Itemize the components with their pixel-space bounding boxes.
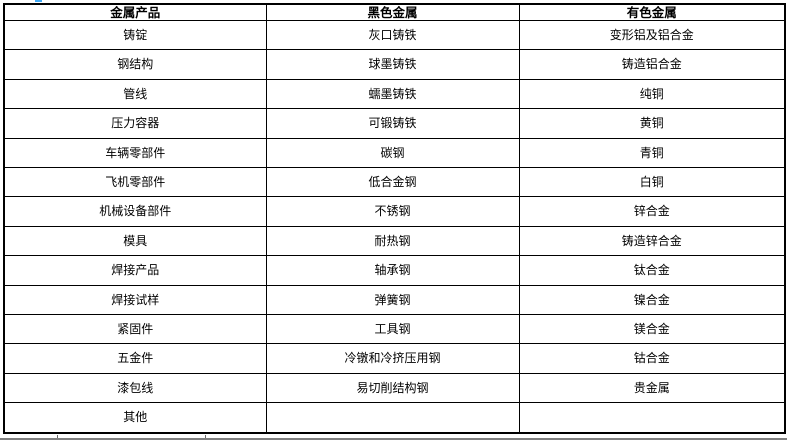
partial-next-table-border [0,438,787,440]
header-cell-nonferrous-metals: 有色金属 [518,3,786,21]
table-cell: 铸造锌合金 [518,225,786,257]
table-cell [265,402,520,434]
table-row: 其他 [3,402,786,434]
table-row: 钢结构 球墨铸铁 铸造铝合金 [3,49,786,80]
table-cell: 焊接试样 [3,284,267,315]
table-cell: 冷镦和冷挤压用钢 [265,343,520,374]
table-cell: 蠕墨铸铁 [265,78,520,110]
table-row: 机械设备部件 不锈钢 锌合金 [3,196,786,227]
table-row: 焊接试样 弹簧钢 镍合金 [3,284,786,315]
header-cell-ferrous-metals: 黑色金属 [265,3,520,21]
table-cell: 低合金钢 [265,166,520,198]
table-cell: 可锻铸铁 [265,108,520,139]
table-row: 飞机零部件 低合金钢 白铜 [3,166,786,198]
header-cell-metal-products: 金属产品 [3,3,267,21]
table-row: 车辆零部件 碳钢 青铜 [3,137,786,168]
table-cell: 纯铜 [518,78,786,110]
table-row: 焊接产品 轴承钢 钛合金 [3,255,786,286]
table-cell: 黄铜 [518,108,786,139]
table-cell: 机械设备部件 [3,196,267,227]
table-cell: 模具 [3,225,267,257]
table-row: 管线 蠕墨铸铁 纯铜 [3,78,786,110]
table-cell: 焊接产品 [3,255,267,286]
table-body: 铸锭 灰口铸铁 变形铝及铝合金 钢结构 球墨铸铁 铸造铝合金 管线 蠕墨铸铁 纯铜 压力容器 可锻铸… [3,19,786,434]
table-cell: 耐热钢 [265,225,520,257]
header-row: 金属产品 黑色金属 有色金属 [3,3,786,21]
table-cell: 其他 [3,402,267,434]
table-cell: 钛合金 [518,255,786,286]
table-cell: 钢结构 [3,49,267,80]
metal-products-table: 金属产品 黑色金属 有色金属 铸锭 灰口铸铁 变形铝及铝合金 钢结构 球墨铸铁 铸造铝合金… [3,3,786,434]
table-cell: 镁合金 [518,313,786,345]
table-cell: 轴承钢 [265,255,520,286]
table-cell: 铸锭 [3,19,267,51]
table-cell: 车辆零部件 [3,137,267,168]
table-cell: 不锈钢 [265,196,520,227]
table-cell: 易切削结构钢 [265,372,520,404]
table-cell: 贵金属 [518,372,786,404]
table-row: 模具 耐热钢 铸造锌合金 [3,225,786,257]
table-cell: 钴合金 [518,343,786,374]
table-row: 铸锭 灰口铸铁 变形铝及铝合金 [3,19,786,51]
table-cell: 青铜 [518,137,786,168]
table-cell [518,402,786,434]
table-cell: 飞机零部件 [3,166,267,198]
table-cell: 球墨铸铁 [265,49,520,80]
table-cell: 镍合金 [518,284,786,315]
table-cell: 紧固件 [3,313,267,345]
table-cell: 锌合金 [518,196,786,227]
partial-next-table-divider [57,435,58,438]
table-header: 金属产品 黑色金属 有色金属 [3,3,786,21]
table-cell: 灰口铸铁 [265,19,520,51]
table-cell: 压力容器 [3,108,267,139]
table-cell: 碳钢 [265,137,520,168]
table-cell: 白铜 [518,166,786,198]
table-row: 漆包线 易切削结构钢 贵金属 [3,372,786,404]
table-row: 五金件 冷镦和冷挤压用钢 钴合金 [3,343,786,374]
table-cell: 弹簧钢 [265,284,520,315]
table-cell: 变形铝及铝合金 [518,19,786,51]
cut-off-text-fragment [35,0,42,2]
partial-next-table-divider [205,435,206,438]
table-cell: 铸造铝合金 [518,49,786,80]
table-cell: 五金件 [3,343,267,374]
table-cell: 工具钢 [265,313,520,345]
table-cell: 漆包线 [3,372,267,404]
table-cell: 管线 [3,78,267,110]
table-row: 紧固件 工具钢 镁合金 [3,313,786,345]
table-row: 压力容器 可锻铸铁 黄铜 [3,108,786,139]
